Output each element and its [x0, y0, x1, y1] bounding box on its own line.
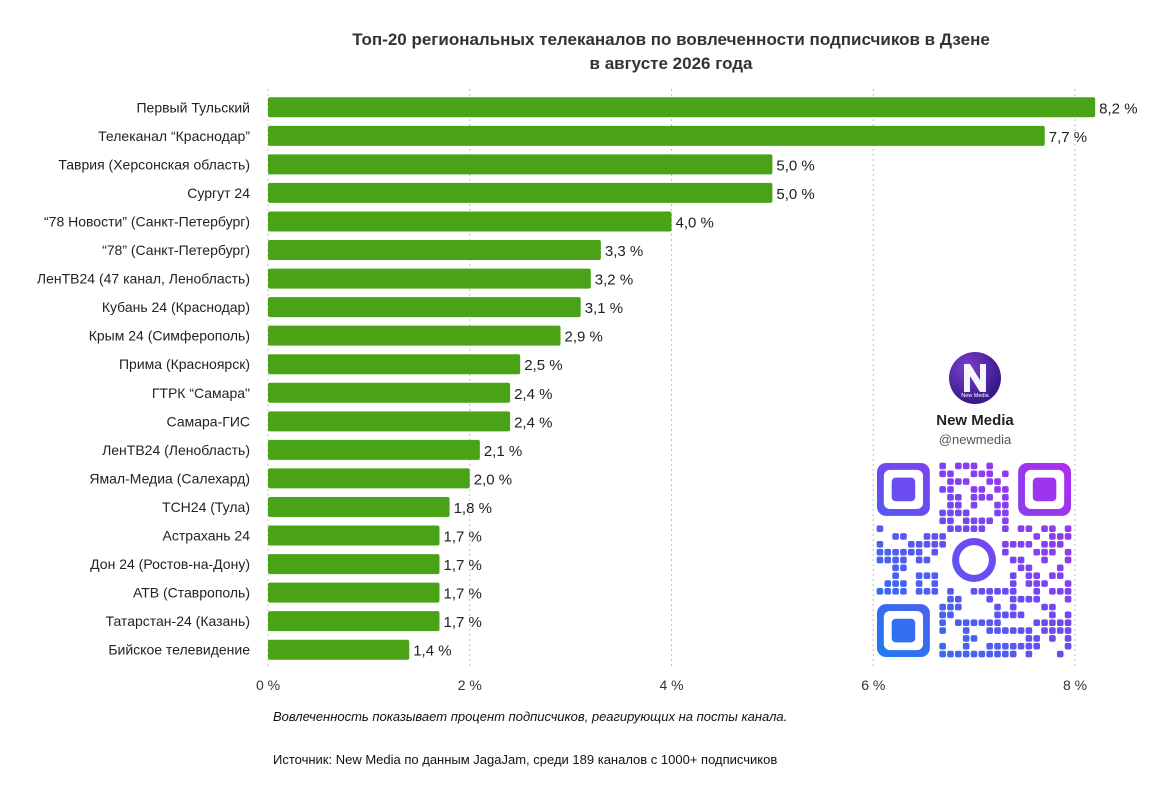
value-label: 1,7 %	[443, 614, 481, 631]
value-label: 2,1 %	[484, 443, 522, 460]
value-label: 2,4 %	[514, 414, 552, 431]
logo-text: New Media	[961, 393, 989, 399]
value-label: 3,2 %	[595, 272, 633, 289]
brand-name: New Media	[936, 412, 1014, 429]
bar	[268, 97, 1096, 118]
value-label: 5,0 %	[776, 186, 814, 203]
category-label: Бийское телевидение	[108, 642, 250, 658]
bar	[268, 611, 440, 632]
category-labels: Первый Тульский Телеканал “Краснодар” Тавр…	[37, 99, 250, 657]
value-label: 2,9 %	[565, 329, 603, 346]
bar	[268, 297, 581, 318]
bar	[268, 182, 773, 203]
bar	[268, 268, 591, 289]
bar	[268, 582, 440, 603]
category-label: Прима (Красноярск)	[119, 356, 250, 372]
category-label: АТВ (Ставрополь)	[133, 585, 250, 601]
category-label: Таврия (Херсонская область)	[58, 156, 250, 172]
bar	[268, 240, 601, 261]
bar	[268, 154, 773, 175]
value-label: 1,4 %	[413, 643, 451, 660]
bar-chart: Первый Тульский Телеканал “Краснодар” Тавр…	[37, 89, 1138, 693]
value-label: 4,0 %	[676, 214, 714, 231]
category-label: Татарстан-24 (Казань)	[106, 613, 250, 629]
bar	[268, 639, 410, 660]
value-label: 1,7 %	[443, 557, 481, 574]
value-label: 2,0 %	[474, 471, 512, 488]
bar	[268, 211, 672, 232]
value-label: 3,3 %	[605, 243, 643, 260]
category-label: “78” (Санкт-Петербург)	[102, 242, 250, 258]
chart-title: Топ-20 региональных телеканалов по вовле…	[268, 28, 1074, 76]
category-label: Дон 24 (Ростов-на-Дону)	[90, 556, 250, 572]
bar	[268, 554, 440, 575]
bar	[268, 354, 521, 375]
value-label: 1,7 %	[443, 586, 481, 603]
chart-note: Вовлеченность показывает процент подписч…	[273, 709, 788, 724]
category-label: ЛенТВ24 (Ленобласть)	[102, 442, 250, 458]
bar	[268, 411, 511, 432]
x-tick-label: 6 %	[861, 677, 885, 693]
x-tick-label: 4 %	[659, 677, 683, 693]
x-tick-label: 2 %	[458, 677, 482, 693]
bar	[268, 325, 561, 346]
value-label: 2,4 %	[514, 386, 552, 403]
chart-title-line-2: в августе 2026 года	[589, 54, 753, 73]
value-label: 5,0 %	[776, 157, 814, 174]
bar	[268, 439, 480, 460]
value-label: 8,2 %	[1099, 100, 1137, 117]
chart-title-line-1: Топ-20 региональных телеканалов по вовле…	[352, 30, 990, 49]
bars	[268, 97, 1096, 660]
brand-handle[interactable]: @newmedia	[938, 432, 1012, 447]
bar	[268, 468, 470, 489]
x-axis-ticks: 0 % 2 % 4 % 6 % 8 %	[256, 677, 1087, 693]
bar	[268, 125, 1045, 146]
new-media-logo-icon: New Media	[949, 352, 1001, 404]
category-label: Кубань 24 (Краснодар)	[102, 299, 250, 315]
value-label: 3,1 %	[585, 300, 623, 317]
category-label: “78 Новости” (Санкт-Петербург)	[44, 213, 250, 229]
bar	[268, 525, 440, 546]
value-label: 2,5 %	[524, 357, 562, 374]
value-labels: 8,2 % 7,7 % 5,0 % 5,0 % 4,0 % 3,3 % 3,2 % 3,1 %…	[413, 100, 1137, 659]
category-label: ЛенТВ24 (47 канал, Ленобласть)	[37, 271, 250, 287]
chart-source: Источник: New Media по данным JagaJam, с…	[273, 752, 778, 767]
x-tick-label: 0 %	[256, 677, 280, 693]
bar	[268, 382, 511, 403]
category-label: Самара-ГИС	[167, 413, 250, 429]
category-label: ГТРК “Самара"	[152, 385, 250, 401]
qr-code-icon[interactable]	[876, 462, 1072, 658]
category-label: Крым 24 (Симферополь)	[89, 328, 250, 344]
category-label: Телеканал “Краснодар”	[98, 128, 250, 144]
brand-block: New Media New Media @newmedia	[880, 352, 1070, 447]
value-label: 7,7 %	[1049, 129, 1087, 146]
category-label: Сургут 24	[187, 185, 250, 201]
value-label: 1,8 %	[454, 500, 492, 517]
value-label: 1,7 %	[443, 529, 481, 546]
category-label: Первый Тульский	[136, 99, 250, 115]
category-label: Астрахань 24	[163, 528, 251, 544]
category-label: Ямал-Медиа (Салехард)	[89, 470, 250, 486]
category-label: ТСН24 (Тула)	[162, 499, 250, 515]
x-tick-label: 8 %	[1063, 677, 1087, 693]
bar	[268, 496, 450, 517]
